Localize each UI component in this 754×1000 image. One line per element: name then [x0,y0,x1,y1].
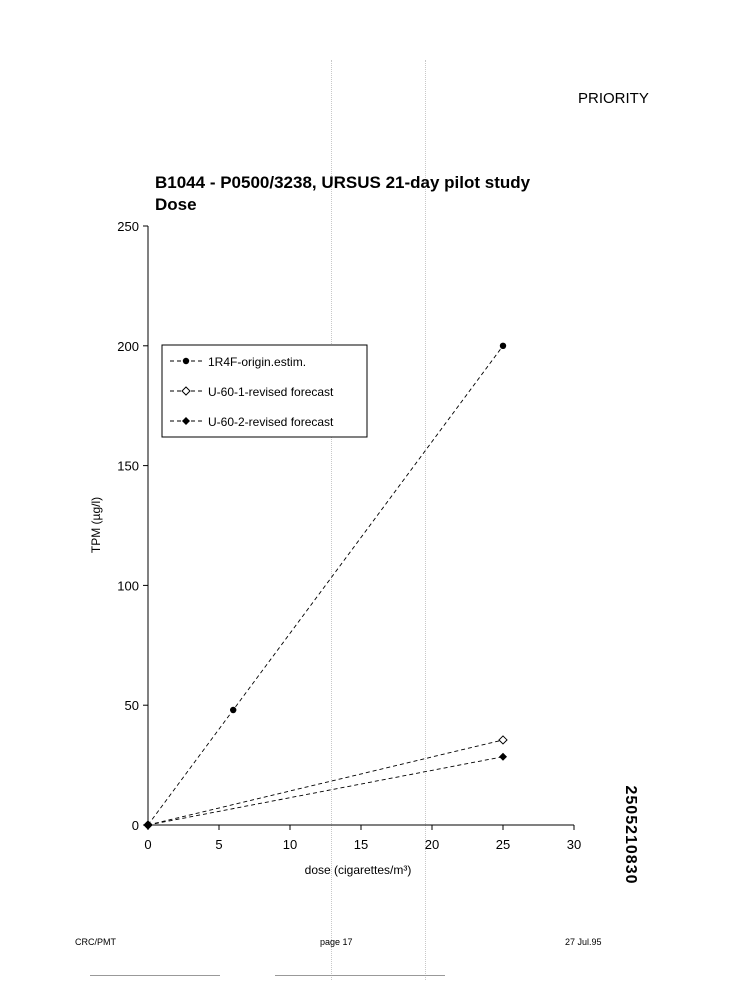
bottom-rule [90,975,220,976]
footer-left: CRC/PMT [75,937,116,947]
footer-date: 27 Jul.95 [565,937,602,947]
y-tick-label: 0 [132,818,139,833]
x-axis-label: dose (cigarettes/m³) [305,863,412,877]
x-tick-label: 25 [496,837,510,852]
priority-label: PRIORITY [578,90,649,107]
x-tick-label: 30 [567,837,581,852]
y-axis-label: TPM (µg/l) [89,497,103,553]
legend-marker [181,386,191,396]
legend-marker [182,357,190,365]
chart-title-block: B1044 - P0500/3238, URSUS 21-day pilot s… [155,172,530,216]
y-tick-label: 150 [117,459,139,474]
bottom-rule [275,975,445,976]
footer-page: page 17 [320,937,353,947]
data-point-series-3 [144,821,152,829]
data-point-series-3 [499,752,507,761]
legend-label: 1R4F-origin.estim. [208,355,306,369]
y-tick-label: 200 [117,339,139,354]
chart-subtitle: Dose [155,195,197,214]
series-line-3 [147,756,504,826]
x-tick-label: 5 [215,837,222,852]
series-line-2 [147,739,504,826]
legend-box [161,344,368,438]
scan-artifact-line [425,60,426,980]
y-tick-label: 100 [117,578,139,593]
x-tick-label: 0 [144,837,151,852]
scan-artifact-line [331,60,332,980]
chart-title: B1044 - P0500/3238, URSUS 21-day pilot s… [155,173,531,192]
legend-label: U-60-1-revised forecast [208,385,334,399]
x-tick-label: 10 [283,837,297,852]
data-point-series-1 [499,342,507,349]
x-tick-label: 20 [425,837,439,852]
legend-marker [182,417,190,425]
legend-label: U-60-2-revised forecast [208,415,334,429]
y-tick-label: 50 [125,698,139,713]
document-id: 2505210830 [622,785,639,885]
y-tick-label: 250 [117,219,139,234]
data-point-series-1 [230,706,237,714]
data-point-series-2 [498,735,508,745]
x-tick-label: 15 [354,837,368,852]
